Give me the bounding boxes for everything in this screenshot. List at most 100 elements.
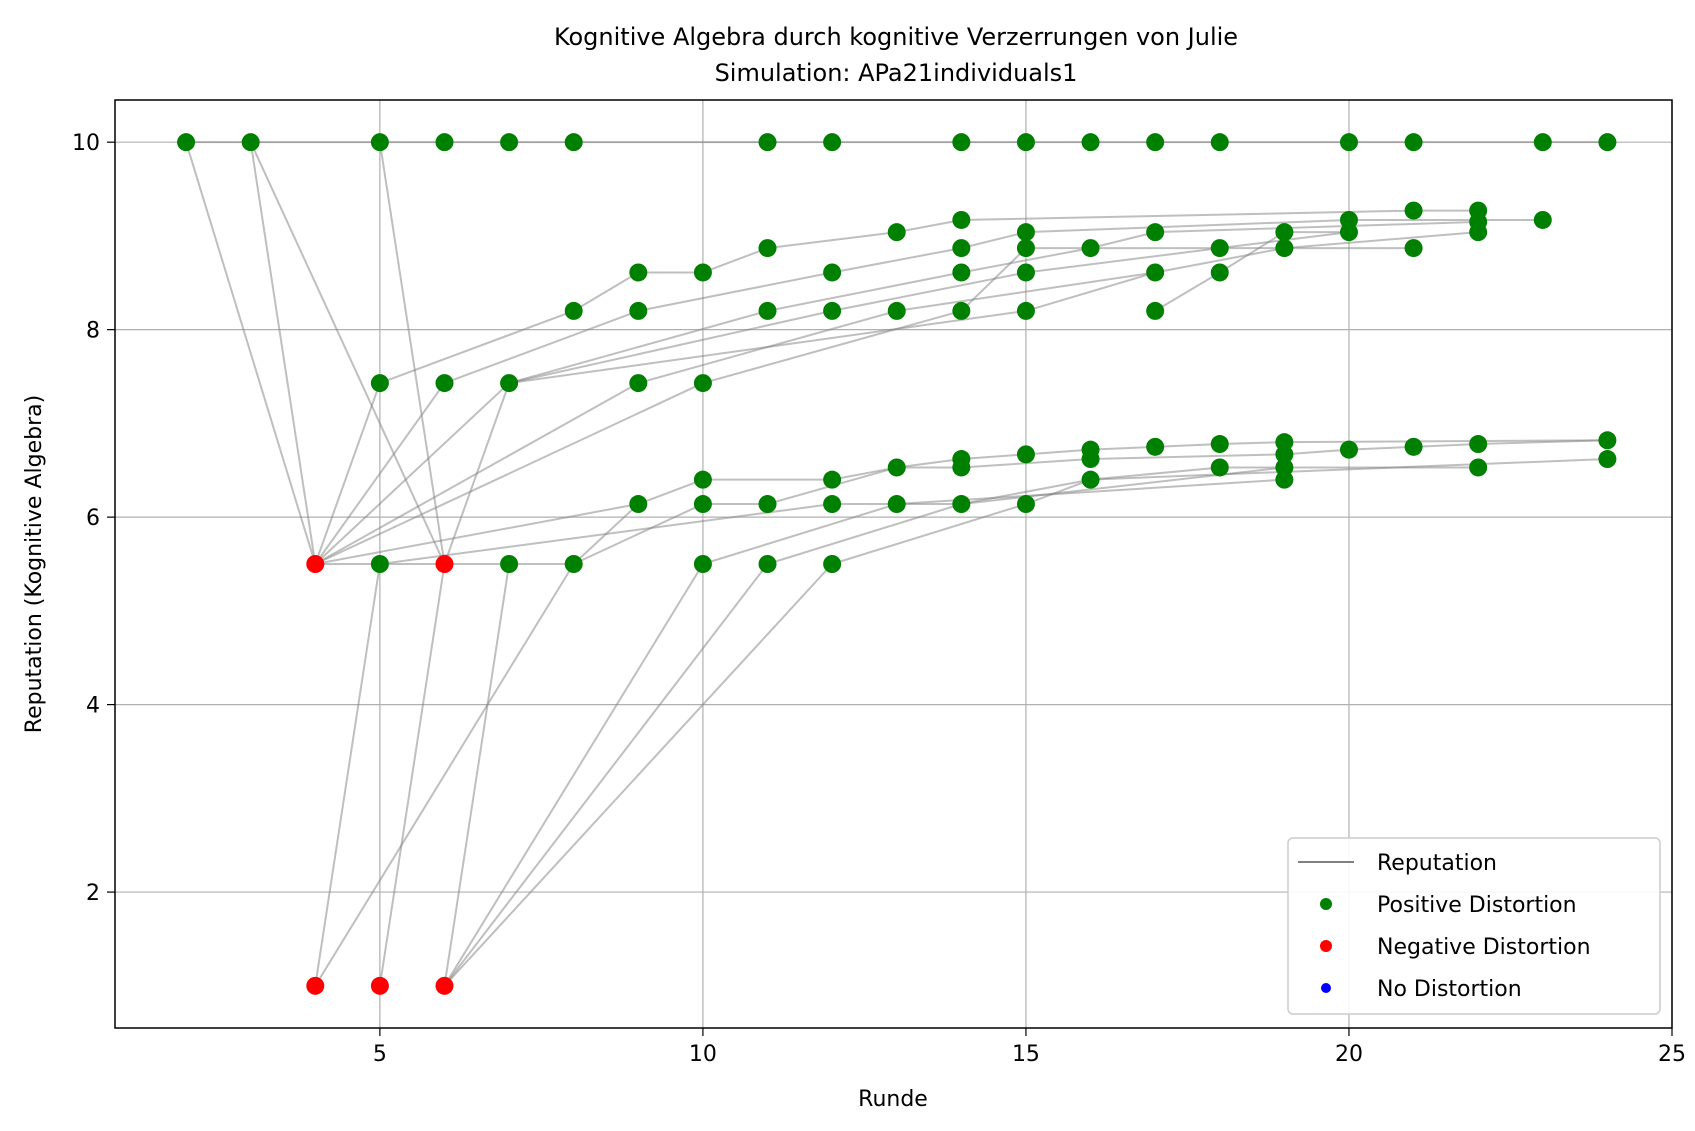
y-tick-label: 8 <box>86 319 100 344</box>
reputation-line <box>638 271 833 312</box>
positive-distortion-point <box>1339 223 1358 242</box>
y-tick-label: 2 <box>86 881 100 906</box>
positive-distortion-point <box>1210 263 1229 282</box>
data-points <box>177 133 1617 995</box>
reputation-line <box>443 382 511 565</box>
positive-distortion-point <box>823 133 842 152</box>
positive-distortion-point <box>887 458 906 477</box>
reputation-line <box>443 563 769 987</box>
reputation-line <box>831 247 962 274</box>
reputation-line <box>379 309 575 385</box>
legend-marker-negative <box>1320 940 1332 952</box>
positive-distortion-point <box>1016 445 1035 464</box>
positive-distortion-point <box>1210 133 1229 152</box>
positive-distortion-point <box>693 374 712 393</box>
positive-distortion-point <box>1210 239 1229 258</box>
reputation-line <box>831 503 1027 565</box>
positive-distortion-point <box>1210 435 1229 454</box>
legend-label-none: No Distortion <box>1377 977 1522 1002</box>
positive-distortion-point <box>1275 223 1294 242</box>
plot-area-frame <box>114 99 1673 1029</box>
reputation-line <box>1284 439 1608 444</box>
positive-distortion-point <box>1146 223 1165 242</box>
reputation-line <box>314 382 446 565</box>
reputation-line <box>1090 231 1156 250</box>
reputation-line <box>960 247 1027 312</box>
positive-distortion-point <box>693 555 712 573</box>
reputation-line <box>1413 443 1479 448</box>
positive-distortion-point <box>1275 470 1294 489</box>
reputation-line <box>1090 466 1220 481</box>
positive-distortion-point <box>823 555 842 573</box>
reputation-line <box>573 503 704 565</box>
reputation-line <box>961 231 1027 250</box>
reputation-line <box>702 503 898 565</box>
x-tick-label: 20 <box>1335 1042 1363 1067</box>
reputation-line <box>185 141 317 565</box>
y-axis-ticks: 2 4 6 8 10 <box>72 131 115 906</box>
reputation-line <box>1478 439 1608 446</box>
positive-distortion-point <box>370 555 389 573</box>
x-tick-label: 5 <box>373 1042 387 1067</box>
positive-distortion-point <box>564 555 583 573</box>
positive-distortion-point <box>177 133 196 152</box>
positive-distortion-point <box>1016 223 1035 242</box>
positive-distortion-point <box>1016 133 1035 152</box>
positive-distortion-point <box>1598 133 1617 152</box>
positive-distortion-point <box>952 210 971 229</box>
x-tick-label: 15 <box>1012 1042 1040 1067</box>
reputation-line <box>1348 445 1414 451</box>
reputation-line <box>443 563 511 986</box>
positive-distortion-point <box>435 133 454 152</box>
positive-distortion-point <box>370 133 389 152</box>
negative-distortion-point <box>306 976 325 995</box>
reputation-line <box>1025 218 1350 234</box>
reputation-line <box>961 247 1091 274</box>
positive-distortion-point <box>952 263 971 282</box>
positive-distortion-point <box>693 470 712 489</box>
reputation-line <box>767 271 962 312</box>
positive-distortion-point <box>1404 201 1423 220</box>
reputation-line <box>444 309 639 385</box>
reputation-line <box>896 271 1156 312</box>
positive-distortion-point <box>952 239 971 258</box>
reputation-line <box>314 382 381 565</box>
reputation-line <box>1284 231 1479 250</box>
positive-distortion-point <box>952 133 971 152</box>
reputation-line <box>1284 448 1350 456</box>
negative-distortion-point <box>370 976 389 995</box>
positive-distortion-point <box>1404 239 1423 258</box>
reputation-line <box>638 309 897 385</box>
positive-distortion-point <box>1404 133 1423 152</box>
positive-distortion-point <box>758 239 777 258</box>
reputation-line <box>1219 441 1285 446</box>
negative-distortion-point <box>435 555 454 573</box>
legend-label-reputation: Reputation <box>1377 851 1497 876</box>
reputation-line <box>1025 448 1091 456</box>
positive-distortion-point <box>629 263 648 282</box>
reputation-line <box>508 309 768 385</box>
reputation-line <box>249 142 317 565</box>
positive-distortion-point <box>1081 450 1100 469</box>
reputation-line <box>573 271 639 312</box>
reputation-line <box>508 309 833 385</box>
positive-distortion-point <box>823 301 842 320</box>
x-tick-label: 25 <box>1658 1042 1686 1067</box>
reputation-line <box>767 503 962 565</box>
positive-distortion-point <box>1404 437 1423 456</box>
y-axis-label: Reputation (Kognitive Algebra) <box>22 395 47 733</box>
positive-distortion-point <box>1016 239 1035 258</box>
reputation-line <box>637 478 704 505</box>
legend: Reputation Positive Distortion Negative … <box>1287 837 1661 1015</box>
positive-distortion-point <box>500 374 519 393</box>
reputation-line <box>1154 247 1285 274</box>
reputation-line <box>314 382 510 565</box>
positive-distortion-point <box>1016 263 1035 282</box>
reputation-line <box>1154 271 1221 312</box>
reputation-line <box>379 503 833 565</box>
negative-distortion-point <box>435 976 454 995</box>
positive-distortion-point <box>1081 239 1100 258</box>
positive-distortion-point <box>1469 458 1488 477</box>
positive-distortion-point <box>1016 301 1035 320</box>
positive-distortion-point <box>952 495 971 514</box>
